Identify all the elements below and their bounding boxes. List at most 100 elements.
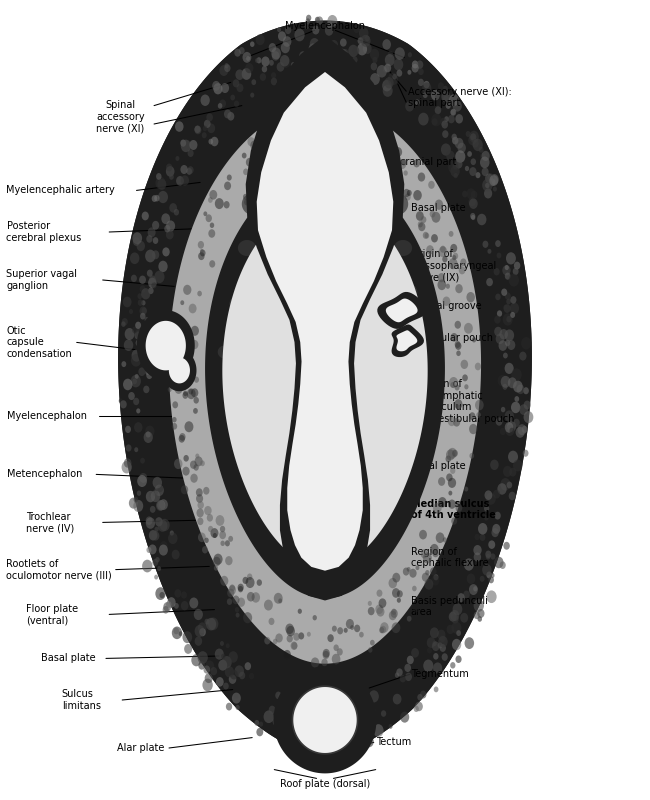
Circle shape xyxy=(144,432,153,443)
Circle shape xyxy=(272,51,280,61)
Circle shape xyxy=(492,524,500,534)
Circle shape xyxy=(137,293,142,299)
Circle shape xyxy=(355,710,365,722)
Circle shape xyxy=(157,485,163,492)
Circle shape xyxy=(511,402,521,413)
Circle shape xyxy=(462,190,467,198)
Circle shape xyxy=(500,376,510,388)
Circle shape xyxy=(446,102,451,109)
Circle shape xyxy=(439,246,447,258)
Circle shape xyxy=(267,154,275,162)
Circle shape xyxy=(471,215,475,220)
Circle shape xyxy=(471,158,476,165)
Circle shape xyxy=(132,326,138,334)
Circle shape xyxy=(155,517,162,526)
Circle shape xyxy=(187,168,192,175)
Circle shape xyxy=(499,340,507,351)
Circle shape xyxy=(134,422,142,433)
Circle shape xyxy=(442,256,447,262)
Circle shape xyxy=(450,110,455,115)
Circle shape xyxy=(397,590,403,598)
Circle shape xyxy=(278,709,285,716)
Circle shape xyxy=(298,632,304,639)
Polygon shape xyxy=(402,284,417,300)
Circle shape xyxy=(376,590,382,597)
Circle shape xyxy=(131,354,141,366)
Circle shape xyxy=(273,145,279,152)
Circle shape xyxy=(456,350,461,356)
Circle shape xyxy=(229,651,238,662)
Circle shape xyxy=(188,150,194,157)
Circle shape xyxy=(404,664,411,672)
Circle shape xyxy=(501,407,505,412)
Circle shape xyxy=(202,546,208,554)
Circle shape xyxy=(396,668,403,676)
Circle shape xyxy=(449,377,458,388)
Circle shape xyxy=(162,247,170,257)
Circle shape xyxy=(450,662,456,669)
Circle shape xyxy=(469,197,476,206)
Text: Basal plate: Basal plate xyxy=(411,203,465,213)
Circle shape xyxy=(390,181,397,189)
Polygon shape xyxy=(238,240,256,256)
Circle shape xyxy=(216,677,224,686)
Circle shape xyxy=(203,126,207,131)
Circle shape xyxy=(128,392,135,400)
Circle shape xyxy=(337,627,343,634)
Circle shape xyxy=(216,515,224,526)
Circle shape xyxy=(508,378,517,388)
Circle shape xyxy=(121,322,125,327)
Circle shape xyxy=(218,103,222,109)
Circle shape xyxy=(488,174,494,182)
Circle shape xyxy=(469,453,474,458)
Circle shape xyxy=(191,388,198,398)
Circle shape xyxy=(142,326,148,334)
Circle shape xyxy=(196,508,204,518)
Circle shape xyxy=(332,732,339,740)
Circle shape xyxy=(175,384,183,394)
Circle shape xyxy=(155,587,166,600)
Circle shape xyxy=(138,299,143,306)
Circle shape xyxy=(412,586,417,591)
Circle shape xyxy=(194,625,205,637)
Circle shape xyxy=(388,50,393,58)
Circle shape xyxy=(315,17,320,23)
Circle shape xyxy=(159,545,168,555)
Circle shape xyxy=(370,121,378,131)
Circle shape xyxy=(383,65,389,73)
Circle shape xyxy=(239,47,244,54)
Circle shape xyxy=(382,80,392,91)
Circle shape xyxy=(151,531,159,541)
Circle shape xyxy=(205,674,213,683)
Circle shape xyxy=(271,78,277,86)
Text: Alar plate: Alar plate xyxy=(117,743,164,753)
Circle shape xyxy=(456,504,462,512)
Circle shape xyxy=(155,485,164,496)
Circle shape xyxy=(135,322,141,329)
Circle shape xyxy=(140,458,145,464)
Circle shape xyxy=(276,634,283,642)
Circle shape xyxy=(198,622,207,633)
Circle shape xyxy=(373,724,384,737)
Circle shape xyxy=(420,690,426,698)
Circle shape xyxy=(205,214,212,222)
Circle shape xyxy=(346,709,355,720)
Circle shape xyxy=(441,654,448,661)
Circle shape xyxy=(265,155,272,164)
Circle shape xyxy=(265,637,270,645)
Circle shape xyxy=(519,404,528,415)
Circle shape xyxy=(326,21,333,29)
Circle shape xyxy=(509,274,519,286)
Circle shape xyxy=(467,151,472,157)
Circle shape xyxy=(398,159,406,169)
Circle shape xyxy=(290,121,295,127)
Circle shape xyxy=(411,64,419,73)
Circle shape xyxy=(391,622,400,633)
Circle shape xyxy=(448,499,456,509)
Circle shape xyxy=(452,603,462,615)
Circle shape xyxy=(505,292,511,300)
Circle shape xyxy=(482,167,489,176)
Circle shape xyxy=(332,698,341,709)
Text: Posterior
cerebral plexus: Posterior cerebral plexus xyxy=(6,222,82,242)
Circle shape xyxy=(154,195,159,202)
